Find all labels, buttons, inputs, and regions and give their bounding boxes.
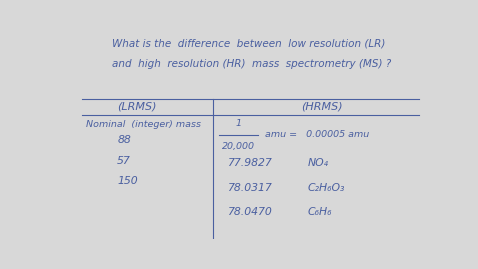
Text: (HRMS): (HRMS) [301, 102, 343, 112]
Text: Nominal  (integer) mass: Nominal (integer) mass [86, 120, 201, 129]
Text: 78.0317: 78.0317 [228, 183, 273, 193]
Text: 20,000: 20,000 [222, 142, 255, 151]
Text: C₆H₆: C₆H₆ [308, 207, 333, 217]
Text: 57: 57 [117, 156, 131, 166]
Text: NO₄: NO₄ [308, 158, 329, 168]
Text: and  high  resolution (HR)  mass  spectrometry (MS) ?: and high resolution (HR) mass spectromet… [111, 59, 391, 69]
Text: amu =   0.00005 amu: amu = 0.00005 amu [261, 130, 369, 139]
Text: 78.0470: 78.0470 [228, 207, 273, 217]
Text: 77.9827: 77.9827 [228, 158, 273, 168]
Text: 150: 150 [117, 176, 138, 186]
Text: 1: 1 [236, 119, 241, 128]
Text: 88: 88 [117, 135, 131, 145]
Text: What is the  difference  between  low resolution (LR): What is the difference between low resol… [111, 38, 385, 48]
Text: C₂H₆O₃: C₂H₆O₃ [308, 183, 345, 193]
Text: (LRMS): (LRMS) [117, 102, 156, 112]
